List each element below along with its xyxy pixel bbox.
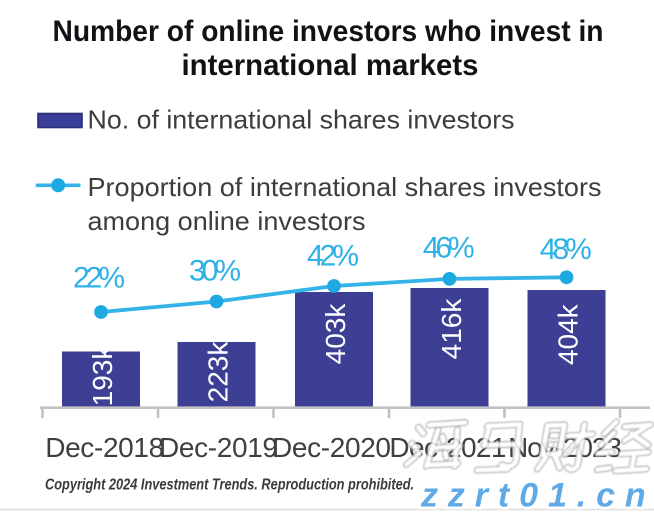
svg-text:Proportion of international sh: Proportion of international shares inves… — [88, 172, 602, 202]
svg-text:46%: 46% — [423, 232, 475, 265]
svg-text:among online investors: among online investors — [88, 206, 366, 236]
svg-text:Dec-2020: Dec-2020 — [272, 432, 391, 463]
svg-text:48%: 48% — [540, 233, 592, 266]
svg-text:416k: 416k — [436, 298, 467, 360]
svg-text:No. of international shares in: No. of international shares investors — [88, 105, 515, 135]
svg-text:Dec-2018: Dec-2018 — [45, 432, 164, 463]
svg-text:30%: 30% — [189, 255, 241, 288]
svg-text:Number of online investors who: Number of online investors who invest in — [53, 15, 604, 48]
svg-text:223k: 223k — [203, 341, 234, 403]
svg-text:404k: 404k — [553, 303, 584, 365]
svg-text:international markets: international markets — [182, 49, 479, 82]
svg-text:193k: 193k — [87, 345, 118, 407]
svg-text:zzrt01.cn: zzrt01.cn — [420, 477, 654, 512]
svg-text:22%: 22% — [73, 262, 125, 295]
svg-text:403k: 403k — [320, 303, 351, 365]
svg-text:Copyright 2024 Investment Tren: Copyright 2024 Investment Trends. Reprod… — [45, 476, 414, 494]
svg-text:Dec-2019: Dec-2019 — [159, 432, 278, 463]
svg-text:42%: 42% — [307, 240, 359, 273]
